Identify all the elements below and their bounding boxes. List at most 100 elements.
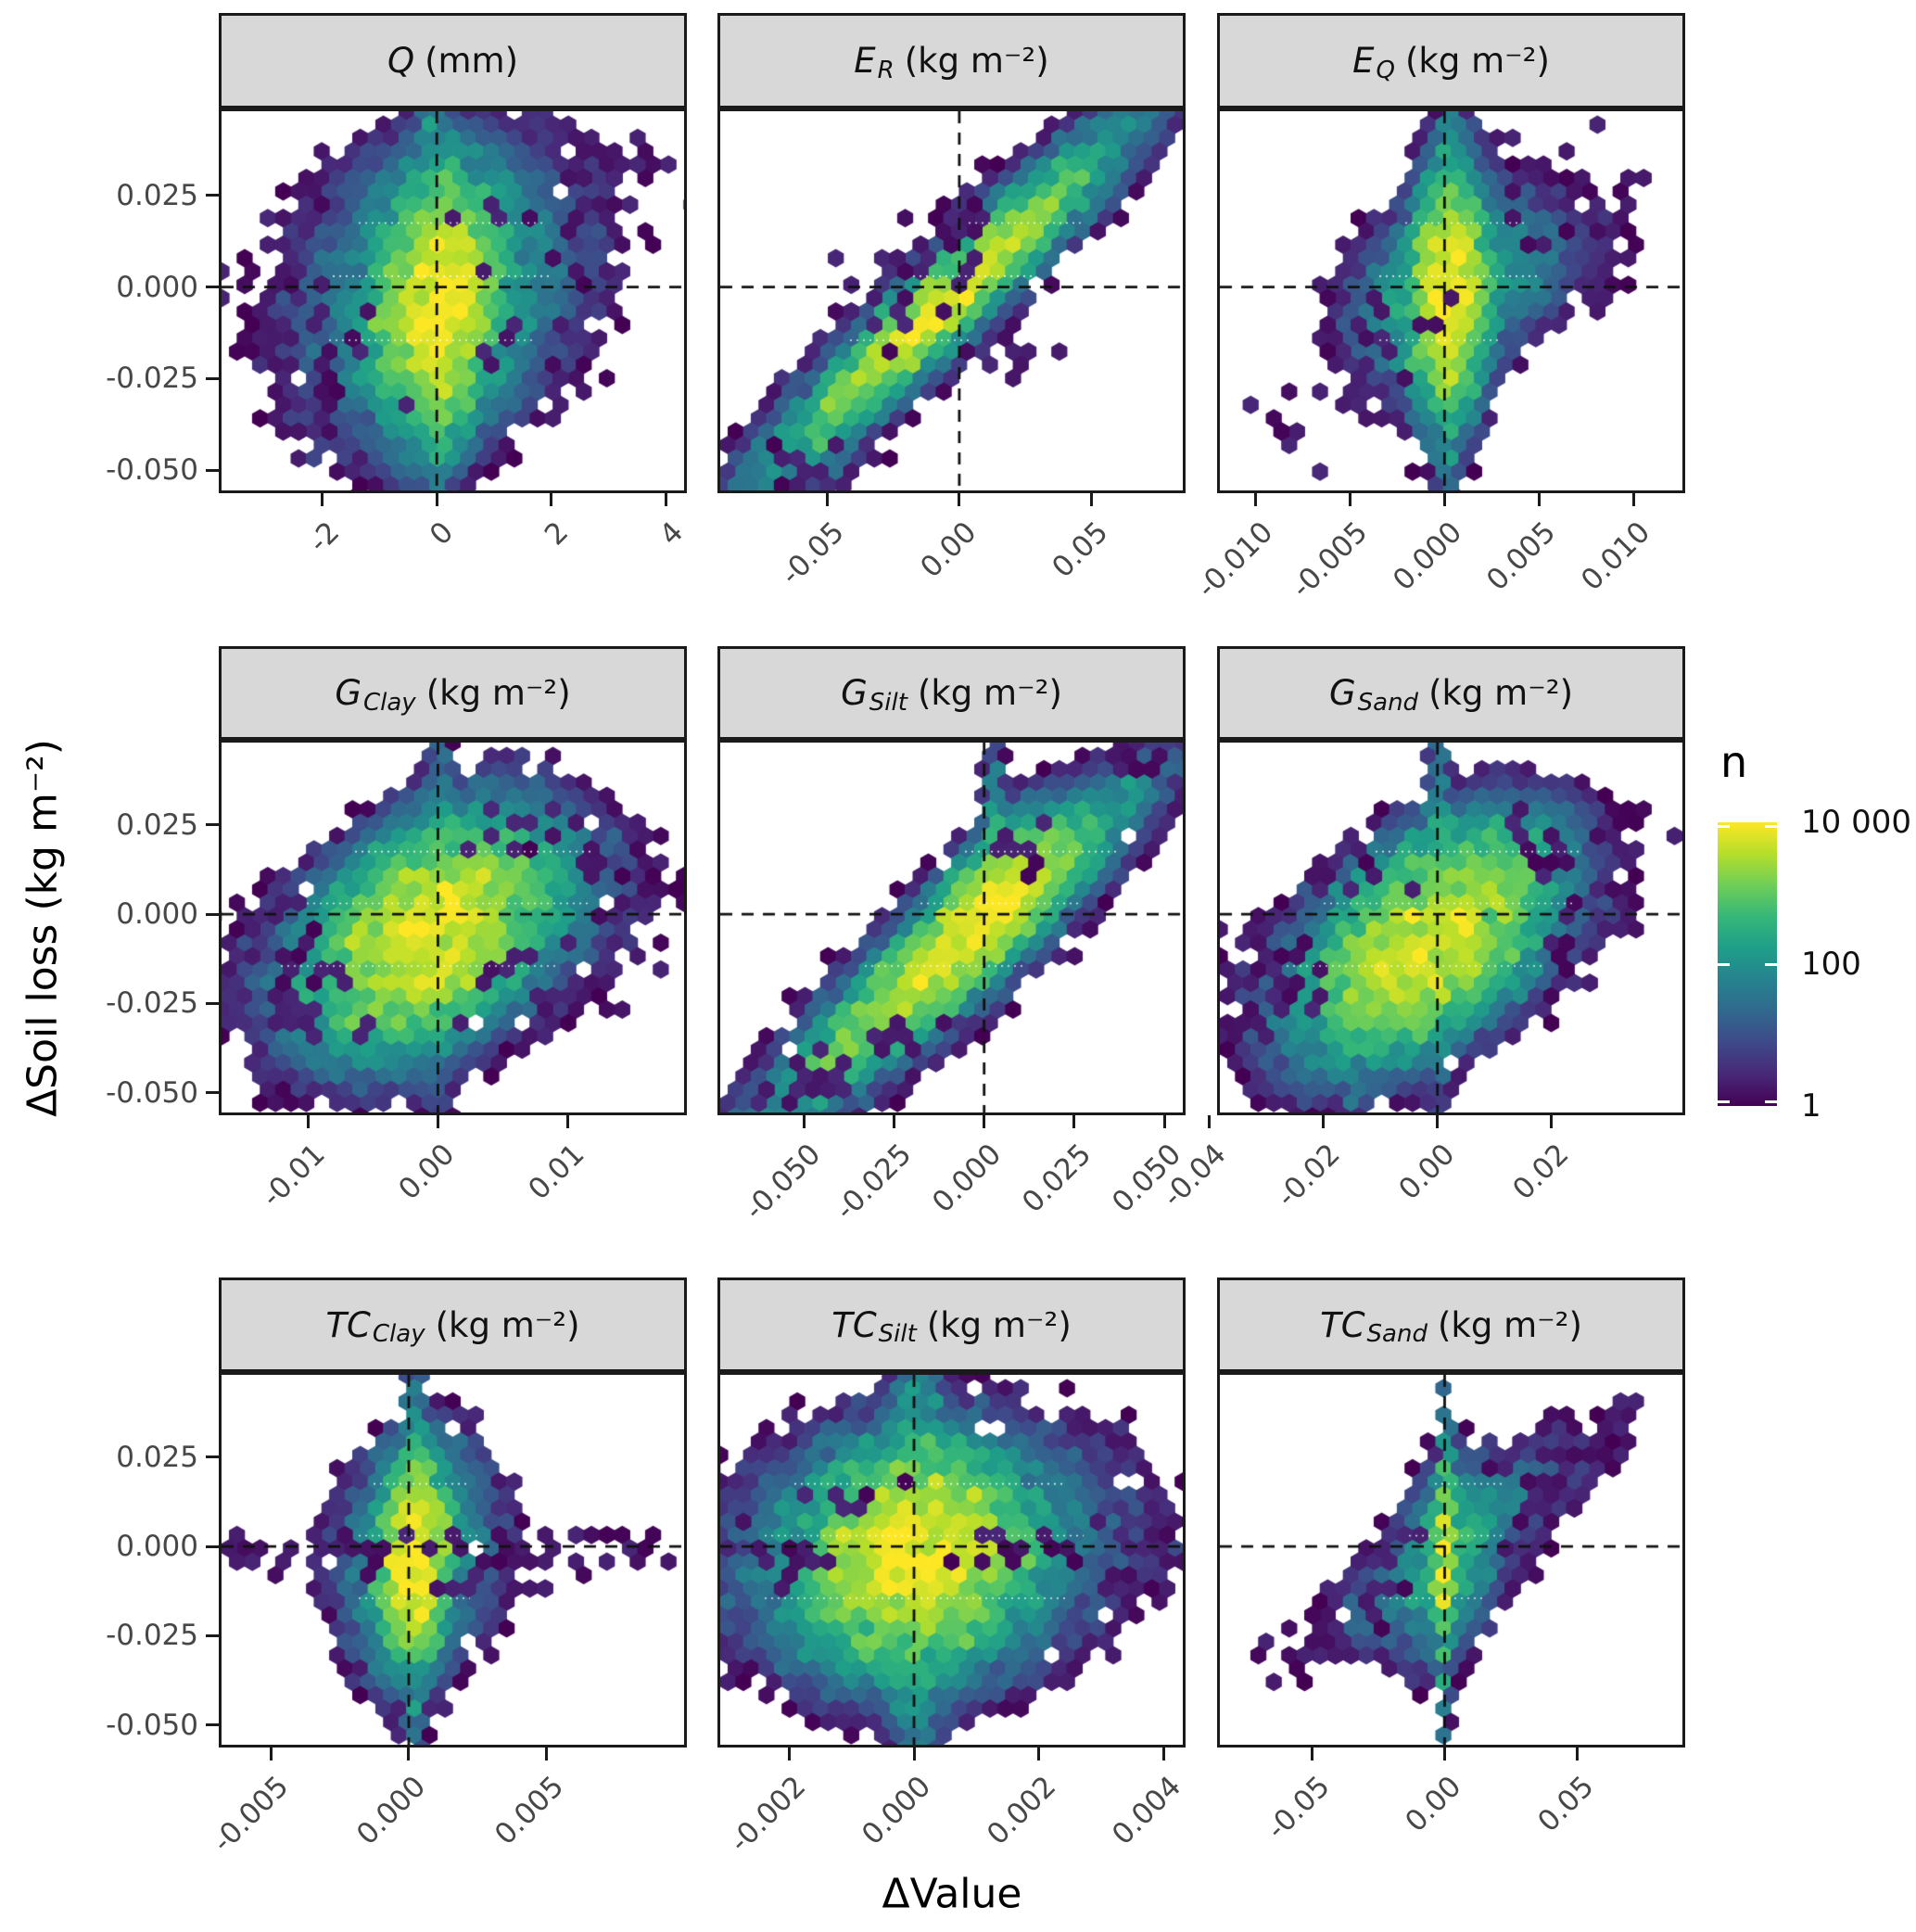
x-tick-mark [321,493,324,506]
strip-title-subscript: R [877,56,895,84]
legend-tick-mark [1765,825,1777,828]
facet-panel-g-sand [1217,740,1685,1115]
x-tick-mark [435,493,438,506]
strip-title-symbol: TC [831,1304,877,1345]
x-tick-label: -0.005 [205,1770,295,1860]
legend-tick-mark [1765,1100,1777,1103]
strip-title-subscript: Silt [878,1320,917,1348]
x-tick-mark [1037,1748,1041,1760]
y-tick-mark [206,1091,219,1095]
facet-strip-g-silt: G Silt (kg m⁻²) [717,646,1186,740]
x-tick-label: -0.005 [1284,515,1374,605]
y-tick-mark [206,286,219,289]
legend-label-10000: 10 000 [1801,804,1911,841]
x-tick-label: 0.01 [522,1138,591,1207]
facet-strip-tc-clay: TC Clay (kg m⁻²) [219,1277,687,1372]
y-tick-label: -0.025 [106,362,198,396]
x-tick-label: 0 [424,515,461,553]
x-tick-label: 0.025 [1016,1138,1098,1220]
x-tick-mark [912,1748,916,1760]
strip-title-symbol: Q [387,41,415,81]
x-tick-label: 0.000 [350,1770,433,1852]
x-tick-label: 2 [538,515,576,553]
x-tick-mark [1072,1115,1076,1128]
strip-title-symbol: G [335,673,362,713]
legend-label-1: 1 [1801,1087,1821,1125]
y-tick-mark [206,1001,219,1005]
hexbin-canvas-tc-silt [720,1375,1183,1745]
y-tick-label: 0.000 [116,270,198,304]
x-tick-mark [1575,1748,1579,1760]
strip-title-unit: (kg m⁻²) [904,41,1049,81]
x-tick-mark [1254,493,1258,506]
x-tick-mark [1537,493,1541,506]
y-tick-label: -0.050 [106,453,198,488]
x-tick-label: -0.002 [723,1770,813,1860]
strip-title-symbol: G [841,673,868,713]
facet-strip-tc-sand: TC Sand (kg m⁻²) [1217,1277,1685,1372]
hexbin-canvas-g-sand [1220,743,1682,1112]
x-tick-mark [307,1115,311,1128]
x-tick-mark [1207,1115,1211,1128]
facet-strip-e-r: E R (kg m⁻²) [717,13,1186,108]
legend-label-100: 100 [1801,946,1861,983]
x-tick-label: 0.02 [1506,1138,1576,1207]
strip-title-unit: (kg m⁻²) [1437,1304,1582,1345]
strip-title-unit: (kg m⁻²) [435,1304,580,1345]
y-tick-mark [206,1723,219,1727]
y-tick-label: 0.025 [116,1440,198,1474]
x-tick-mark [1162,1115,1166,1128]
x-tick-label: -0.025 [828,1138,918,1227]
x-tick-label: 0.002 [981,1770,1063,1852]
y-tick-mark [206,912,219,916]
x-tick-label: -0.050 [738,1138,828,1227]
strip-title-unit: (mm) [425,41,519,81]
y-tick-label: -0.050 [106,1708,198,1742]
x-tick-label: 0.004 [1106,1770,1188,1852]
facet-strip-q: Q (mm) [219,13,687,108]
facet-panel-tc-silt [717,1372,1186,1748]
x-tick-mark [550,493,553,506]
x-tick-mark [1442,493,1446,506]
legend-tick-mark [1718,1100,1730,1103]
strip-title-unit: (kg m⁻²) [1428,673,1574,713]
strip-title-unit: (kg m⁻²) [917,673,1062,713]
x-tick-label: 0.00 [1399,1770,1468,1839]
strip-title-symbol: G [1328,673,1356,713]
facet-strip-g-clay: G Clay (kg m⁻²) [219,646,687,740]
facet-strip-g-sand: G Sand (kg m⁻²) [1217,646,1685,740]
x-tick-label: 0.010 [1575,515,1657,598]
x-tick-mark [983,1115,986,1128]
x-tick-label: 4 [653,515,690,553]
x-tick-mark [1322,1115,1325,1128]
hexbin-canvas-q [222,111,684,490]
strip-title-unit: (kg m⁻²) [1404,41,1550,81]
x-tick-label: -0.010 [1190,515,1280,605]
y-tick-mark [206,1633,219,1637]
x-tick-mark [544,1748,548,1760]
hexbin-canvas-e-r [720,111,1183,490]
x-tick-label: 0.05 [1531,1770,1601,1839]
y-tick-mark [206,194,219,197]
x-tick-mark [1631,493,1635,506]
strip-title-symbol: E [854,41,876,81]
x-tick-mark [1443,1748,1446,1760]
facet-panel-q [219,108,687,493]
x-tick-label: 0.00 [392,1138,462,1207]
strip-title-subscript: Sand [1366,1320,1427,1348]
x-tick-mark [958,493,961,506]
x-tick-mark [269,1748,273,1760]
strip-title-subscript: Clay [372,1320,425,1348]
x-tick-label: 0.05 [1046,515,1115,585]
y-tick-mark [206,1455,219,1459]
facet-panel-g-clay [219,740,687,1115]
hexbin-canvas-tc-sand [1220,1375,1682,1745]
legend-colorbar [1718,822,1777,1106]
x-tick-label: 0.00 [914,515,983,585]
y-tick-mark [206,376,219,380]
y-tick-mark [206,1544,219,1548]
x-tick-label: 0.000 [925,1138,1009,1220]
x-tick-mark [407,1748,411,1760]
x-tick-label: 0.00 [1391,1138,1462,1207]
